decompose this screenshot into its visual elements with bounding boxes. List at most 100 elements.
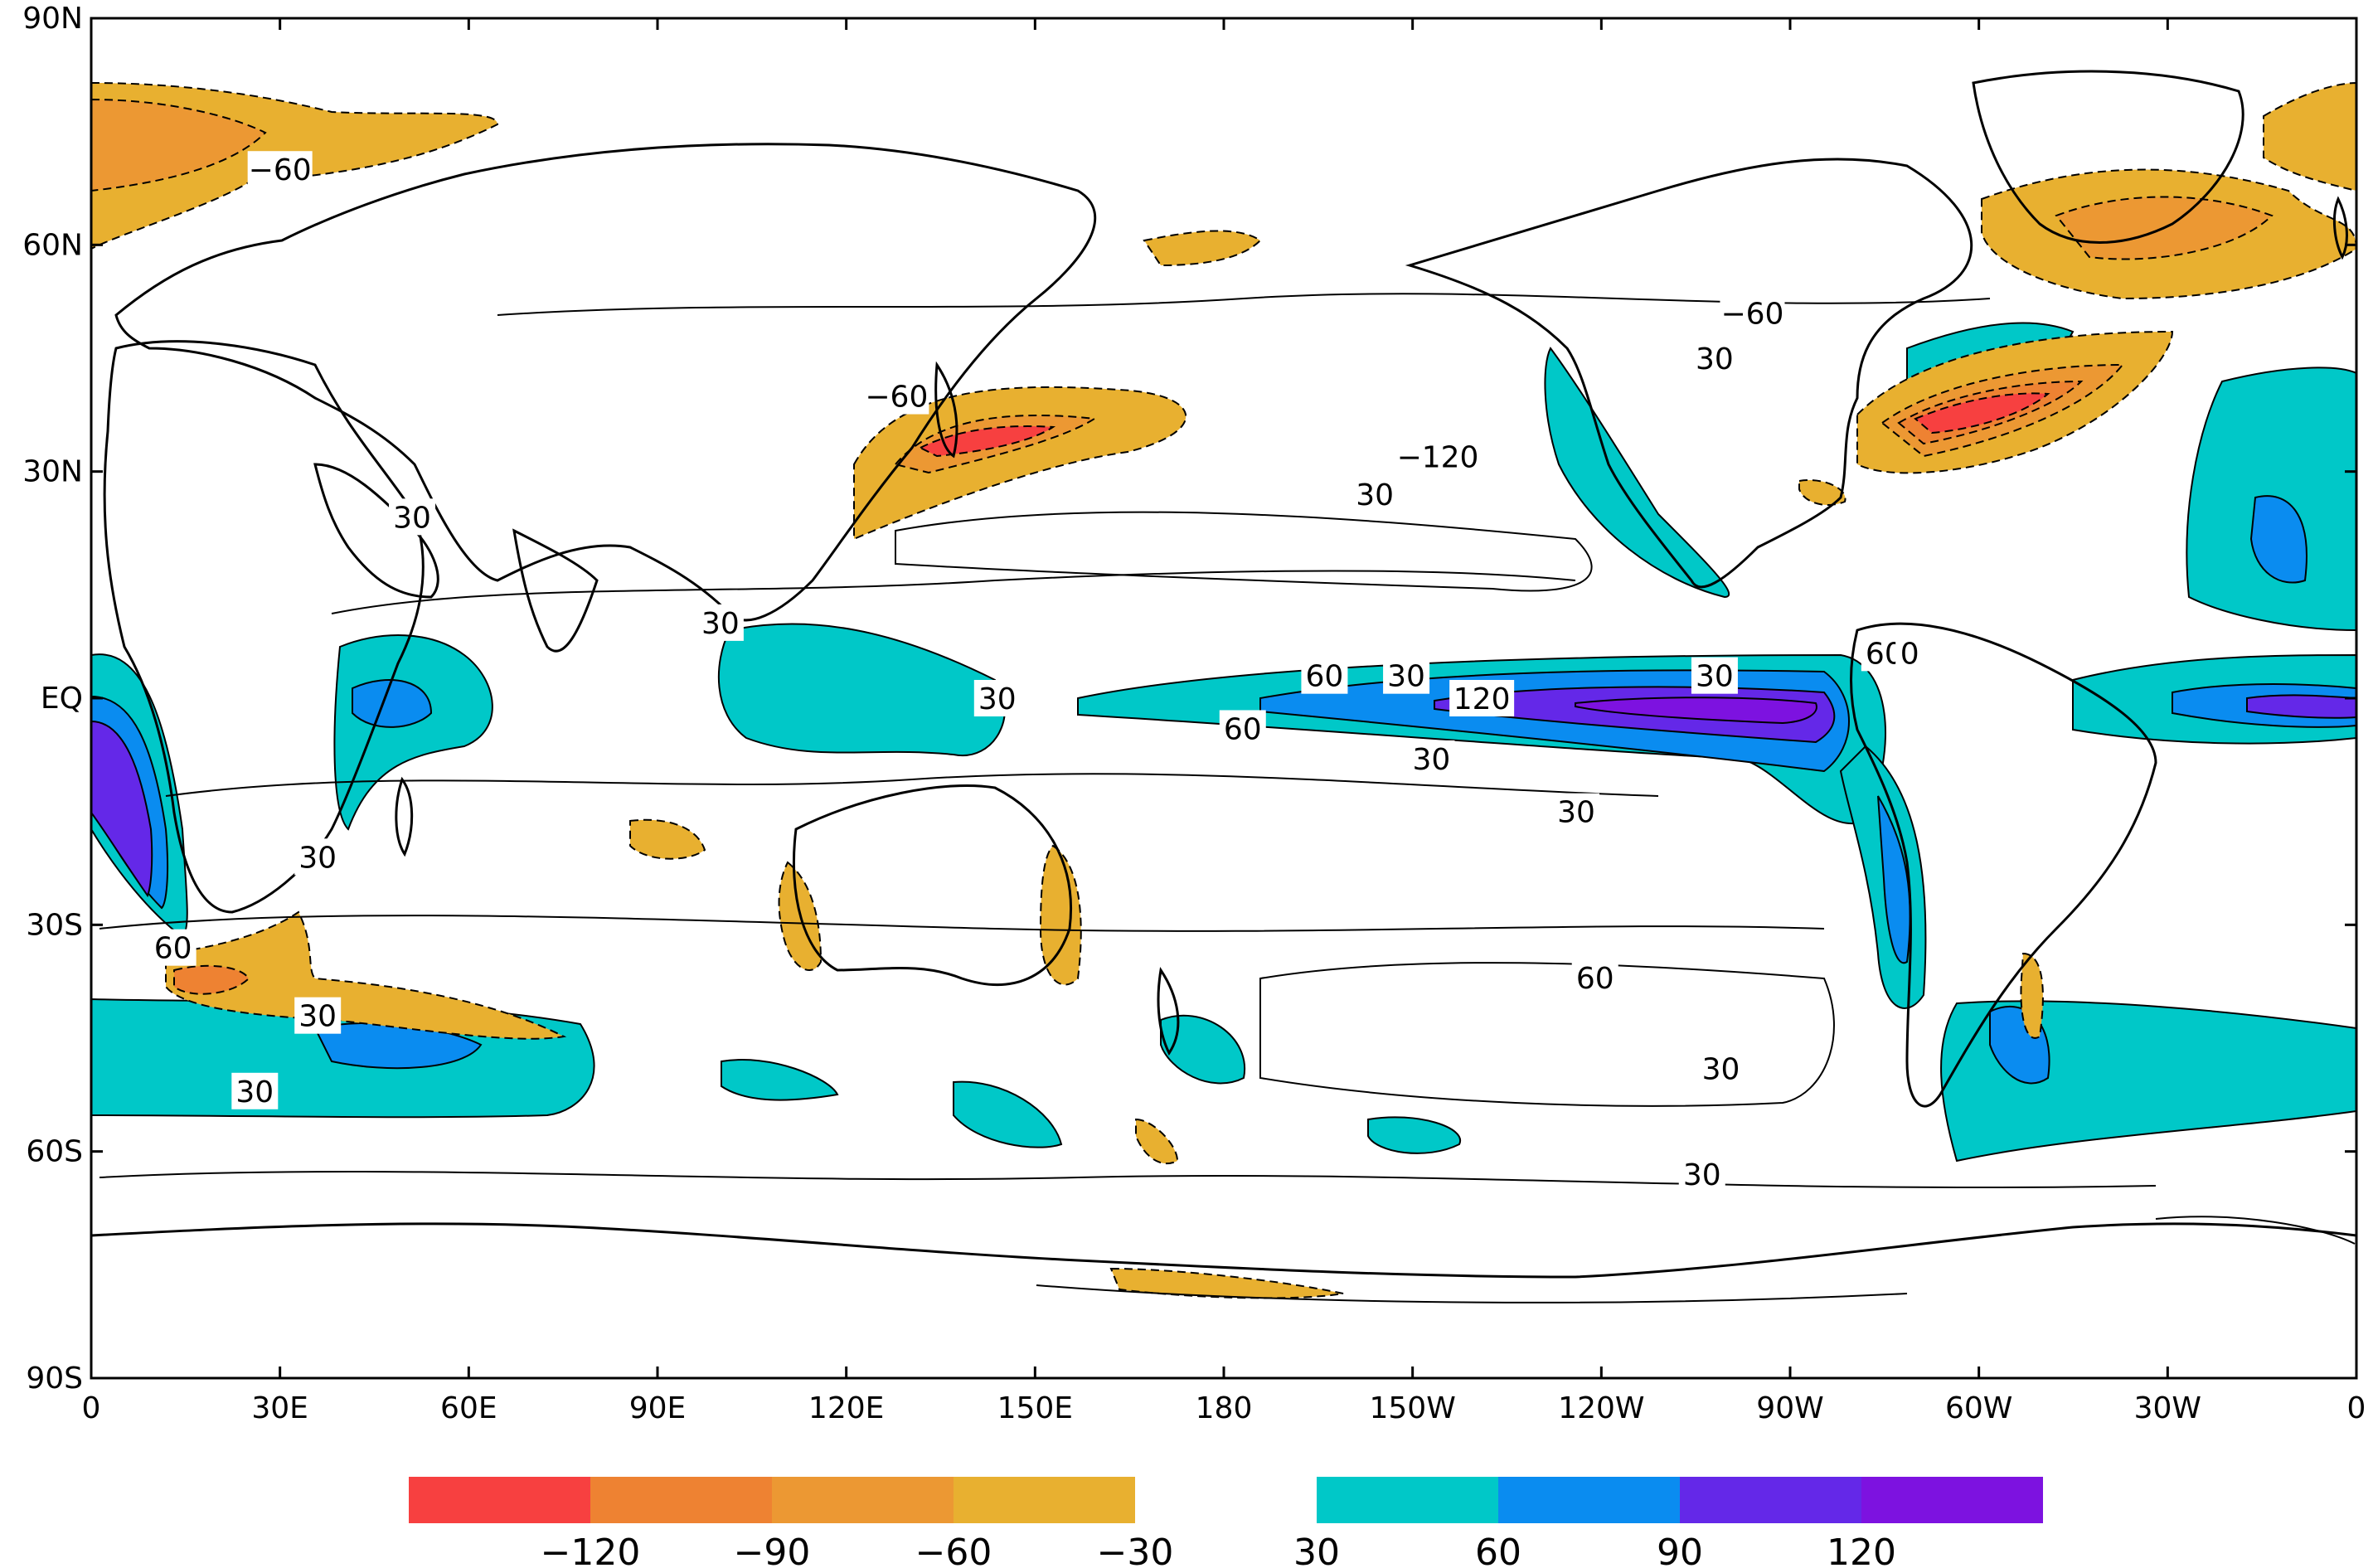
contour-label: 30	[1696, 342, 1734, 376]
north-america-outline	[1405, 158, 1973, 589]
lon-tick-label: 30W	[2134, 1391, 2201, 1425]
lon-tick-label: 150W	[1370, 1391, 1456, 1425]
south-america-outline	[1850, 622, 2157, 1108]
colorbar-positive-label: 30	[1293, 1532, 1340, 1568]
contour-label: 30	[978, 682, 1017, 716]
lon-tick-label: 60W	[1945, 1391, 2012, 1425]
contour-label: 120	[1453, 682, 1511, 716]
new-zealand-outline	[1157, 967, 1180, 1056]
japan-outline	[934, 361, 958, 459]
shaded-regions	[91, 81, 2356, 1299]
contour-label: 30	[701, 607, 740, 641]
west-africa-positive-90	[91, 720, 153, 898]
western-indian-positive-60	[352, 679, 433, 728]
antarctica-outline	[91, 1222, 2356, 1378]
contour-label: 60	[1306, 660, 1344, 694]
contour-label: 60	[154, 932, 192, 966]
equatorial-atlantic-positive-90	[2246, 694, 2356, 719]
south-atlantic-negative	[165, 910, 567, 1040]
lon-tick-label: 180	[1196, 1391, 1253, 1425]
contour-label: 30	[298, 841, 337, 875]
south-pacific-positive-3	[1160, 1014, 1246, 1085]
lon-tick-label: 60E	[440, 1391, 497, 1425]
contour-label-bg	[1449, 680, 1515, 716]
sa-coast-positive-60	[1877, 795, 1911, 964]
contour-label-bg	[1301, 657, 1348, 694]
contour-label: 30	[1413, 743, 1451, 777]
contour-label: 30	[1696, 660, 1734, 694]
lat-tick-label: 60N	[22, 228, 83, 262]
contour-label-bg	[1678, 1156, 1725, 1192]
lon-tick-label: 90W	[1756, 1391, 1823, 1425]
contour-label-bg	[1351, 476, 1399, 512]
colorbar-positive-label: 120	[1827, 1532, 1896, 1568]
indian-negative	[629, 818, 706, 860]
lat-tick-label: 30S	[26, 908, 83, 942]
lon-tick-label: 30E	[251, 1391, 308, 1425]
contour-label-bg	[231, 1072, 279, 1109]
contour-label-bg	[294, 997, 342, 1034]
caribbean-negative	[1798, 479, 1846, 506]
contour-label: 30	[1356, 478, 1394, 512]
barents-negative-60	[91, 98, 267, 192]
lat-tick-label: 90S	[26, 1362, 83, 1396]
contour-label-bg	[864, 377, 929, 415]
contour-label-bg	[294, 838, 342, 876]
contour-lines	[99, 293, 2356, 1303]
lon-tick-label: 0	[2347, 1391, 2366, 1425]
colorbar-positive-swatch	[1861, 1477, 2043, 1523]
contour-label: 30	[1683, 1158, 1721, 1192]
south-atlantic-negative-60	[173, 964, 250, 995]
colorbar-negative-swatch	[772, 1477, 954, 1523]
contour-label: 60	[1224, 712, 1262, 746]
contour-label: 30	[1387, 660, 1425, 694]
contour-label-bg	[389, 498, 436, 536]
lat-tick-label: 30N	[22, 455, 83, 489]
contour-label: 30	[298, 1000, 337, 1034]
colorbar-negative-swatch	[409, 1477, 590, 1523]
colorbar-negative-label: −90	[734, 1532, 811, 1568]
colorbar: −120 −90 −60 −30 30 60 90 120	[409, 1477, 2043, 1568]
contour-label-bg	[247, 151, 313, 188]
lon-tick-label: 150E	[997, 1391, 1073, 1425]
south-pacific-positive-2	[953, 1080, 1063, 1148]
south-pacific-positive-4	[1367, 1116, 1462, 1154]
contour-label-bg	[1691, 657, 1738, 694]
australia-outline	[793, 784, 1072, 986]
colorbar-negative-label: −60	[915, 1532, 992, 1568]
longitude-axis: 0 30E 60E 90E 120E 150E 180 150W 120W 90W 60W 30W 0	[82, 18, 2366, 1425]
colorbar-positive-swatch	[1317, 1477, 1498, 1523]
eurasia-outline	[114, 143, 1097, 622]
bering-negative	[1143, 230, 1262, 267]
greenland-outline	[1972, 70, 2244, 244]
contour-label: 30	[1702, 1052, 1740, 1086]
contour-label: −120	[1397, 440, 1479, 474]
contour-label-bg	[696, 604, 744, 641]
nz-south-negative	[1135, 1118, 1179, 1165]
lon-tick-label: 120W	[1558, 1391, 1644, 1425]
contour-label-bg	[1396, 438, 1480, 475]
atlantic-east-positive-60	[2249, 495, 2307, 584]
contour-label: 30	[1557, 796, 1595, 830]
contour-label-bg	[1383, 657, 1430, 694]
contour-label-bg	[149, 929, 197, 966]
colorbar-positive-swatch	[1680, 1477, 1861, 1523]
contour-label: 30	[235, 1075, 274, 1109]
contour-label-bg	[1571, 959, 1618, 997]
north-atlantic-negative-120	[1914, 392, 2050, 434]
contour-label: −60	[1720, 297, 1783, 331]
north-pacific-negative-90	[918, 425, 1056, 458]
contour-label: 0	[1900, 637, 1919, 671]
contour-label: 60	[1576, 962, 1614, 996]
lon-tick-label: 90E	[629, 1391, 687, 1425]
colorbar-negative-swatch	[590, 1477, 772, 1523]
contour-label-bg	[1691, 340, 1738, 376]
contour-label-bg	[1720, 294, 1785, 332]
arabia-outline	[313, 463, 439, 599]
lon-tick-label: 0	[82, 1391, 101, 1425]
latitude-axis: 90N 60N 30N EQ 30S 60S 90S	[22, 2, 2356, 1396]
contour-label-bg	[973, 680, 1021, 716]
